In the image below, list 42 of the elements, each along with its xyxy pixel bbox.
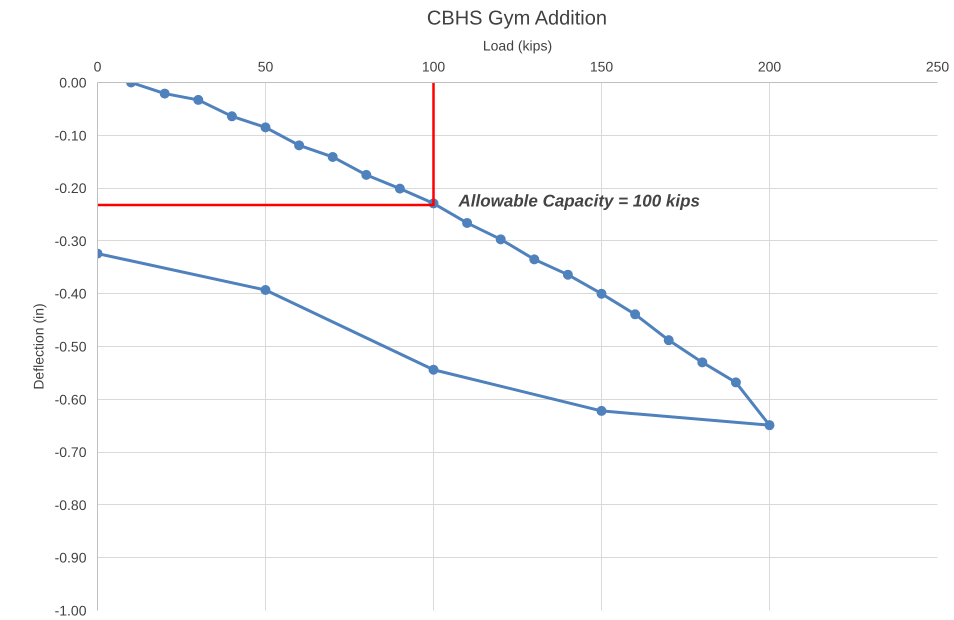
y-tick-label: -0.80 bbox=[54, 496, 87, 513]
point bbox=[294, 140, 304, 150]
point bbox=[730, 377, 741, 388]
y-tick-label: -0.30 bbox=[54, 232, 87, 249]
point bbox=[226, 111, 237, 122]
point bbox=[260, 122, 270, 132]
y-tick-label: 0.00 bbox=[59, 74, 87, 90]
point bbox=[328, 152, 338, 162]
annotation: Allowable Capacity = 100 kips bbox=[458, 192, 700, 210]
y-tick-label: -0.50 bbox=[54, 338, 87, 354]
point bbox=[764, 420, 774, 430]
point bbox=[496, 234, 506, 244]
y-tick-label: -0.90 bbox=[54, 550, 87, 566]
point bbox=[596, 406, 606, 416]
y-tick-label: -1.00 bbox=[54, 602, 87, 618]
point bbox=[361, 170, 372, 180]
chart-title: CBHS Gym Addition bbox=[426, 8, 607, 30]
point bbox=[697, 357, 708, 368]
x-axis-title: Load (kips) bbox=[482, 38, 552, 54]
point bbox=[630, 309, 640, 320]
point bbox=[428, 364, 438, 375]
point bbox=[260, 285, 270, 295]
point bbox=[664, 335, 674, 346]
point bbox=[562, 270, 573, 280]
point bbox=[394, 184, 405, 194]
point bbox=[193, 94, 204, 105]
point bbox=[529, 254, 540, 264]
x-tick-label: 0 bbox=[94, 58, 102, 74]
point bbox=[462, 218, 472, 228]
y-tick-label: -0.40 bbox=[54, 286, 87, 302]
y-tick-label: -0.10 bbox=[54, 127, 87, 144]
x-tick-label: 100 bbox=[422, 58, 446, 74]
x-tick-label: 250 bbox=[926, 58, 950, 74]
point bbox=[596, 288, 606, 299]
y-tick-label: -0.60 bbox=[54, 391, 87, 408]
y-tick-label: -0.70 bbox=[54, 444, 87, 460]
x-tick-label: 150 bbox=[590, 58, 614, 74]
point bbox=[160, 88, 170, 99]
x-tick-label: 50 bbox=[258, 58, 274, 74]
y-tick-label: -0.20 bbox=[54, 180, 87, 196]
y-axis-title: Deflection (in) bbox=[30, 303, 47, 390]
x-tick-label: 200 bbox=[758, 58, 782, 74]
